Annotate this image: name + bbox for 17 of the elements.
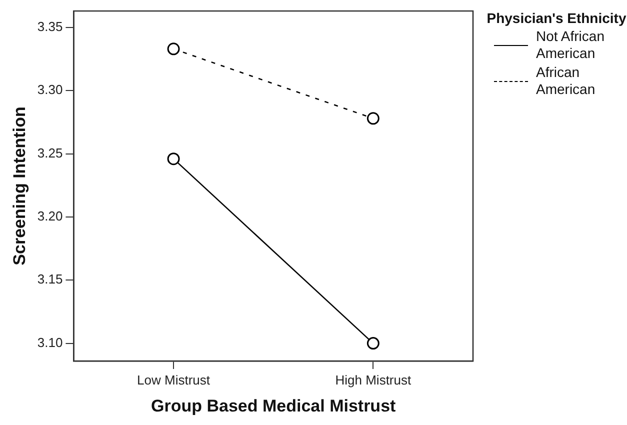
point: [167, 152, 180, 166]
y-tick-label: 3.15: [37, 272, 63, 287]
point: [366, 337, 380, 350]
y-tick-label: 3.10: [37, 334, 63, 350]
legend-label: African American: [536, 64, 596, 98]
y-axis-title: Screening Intention: [10, 106, 29, 266]
y-tick-label: 3.25: [37, 145, 63, 160]
y-tick-label: 3.35: [37, 19, 63, 34]
x-axis-title: Group Based Medical Mistrust: [151, 396, 396, 416]
point: [366, 112, 380, 125]
legend-label: Not African American: [536, 28, 606, 62]
y-tick-label: 3.20: [37, 208, 63, 224]
x-tick-label: Low Mistrust: [137, 372, 210, 388]
legend-title: Physician's Ethnicity: [486, 10, 627, 26]
point: [167, 42, 180, 56]
x-tick-label: High Mistrust: [335, 372, 412, 388]
y-tick-label: 3.30: [37, 82, 63, 98]
